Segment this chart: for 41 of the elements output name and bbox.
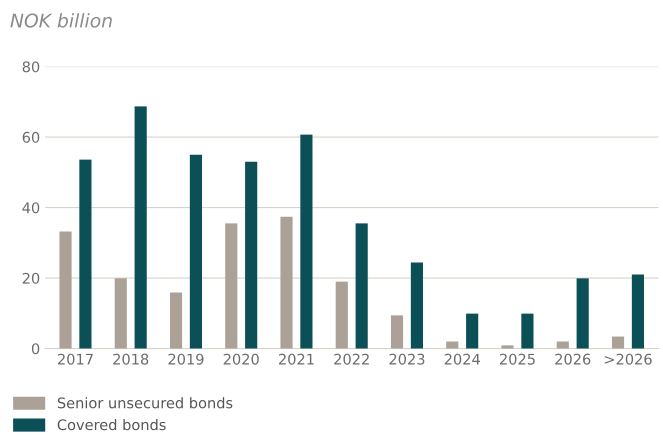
bar — [170, 292, 182, 349]
bar — [245, 162, 258, 349]
y-tick-label: 40 — [22, 202, 40, 214]
bar — [114, 278, 127, 349]
bar — [79, 160, 92, 349]
bar — [59, 232, 72, 349]
bar — [300, 134, 312, 349]
bar — [356, 223, 368, 349]
x-tick-label: 2025 — [500, 354, 535, 365]
x-tick-label: 2020 — [224, 354, 259, 365]
bar — [612, 336, 624, 349]
bar — [632, 274, 644, 349]
bar — [134, 106, 147, 349]
x-tick-label: 2023 — [389, 354, 424, 365]
x-tick-label: 2019 — [168, 354, 204, 365]
y-tick-label: 60 — [22, 132, 40, 143]
bar — [225, 223, 238, 349]
bar — [501, 345, 514, 349]
bar — [521, 314, 534, 349]
legend-label: Senior unsecured bonds — [58, 397, 232, 408]
x-tick-label: 2026 — [555, 354, 590, 365]
y-axis-title: NOK billion — [10, 13, 112, 28]
y-tick-label: 0 — [32, 343, 40, 354]
x-tick-label: 2018 — [113, 354, 148, 365]
bar — [190, 154, 202, 349]
bar — [410, 262, 423, 349]
bar — [576, 278, 589, 349]
y-tick-label: 80 — [22, 61, 40, 72]
x-tick-label: 2024 — [444, 354, 480, 365]
bar — [280, 216, 293, 349]
x-tick-label: >2026 — [604, 354, 652, 365]
bar — [466, 314, 478, 349]
x-tick-label: 2017 — [58, 354, 93, 365]
bar — [446, 341, 458, 349]
bar — [336, 282, 348, 349]
y-tick-label: 20 — [22, 272, 40, 284]
bar — [390, 315, 404, 349]
bar — [556, 341, 569, 349]
x-tick-label: 2021 — [278, 354, 314, 365]
legend-label: Covered bonds — [58, 418, 166, 430]
x-tick-label: 2022 — [334, 354, 369, 365]
